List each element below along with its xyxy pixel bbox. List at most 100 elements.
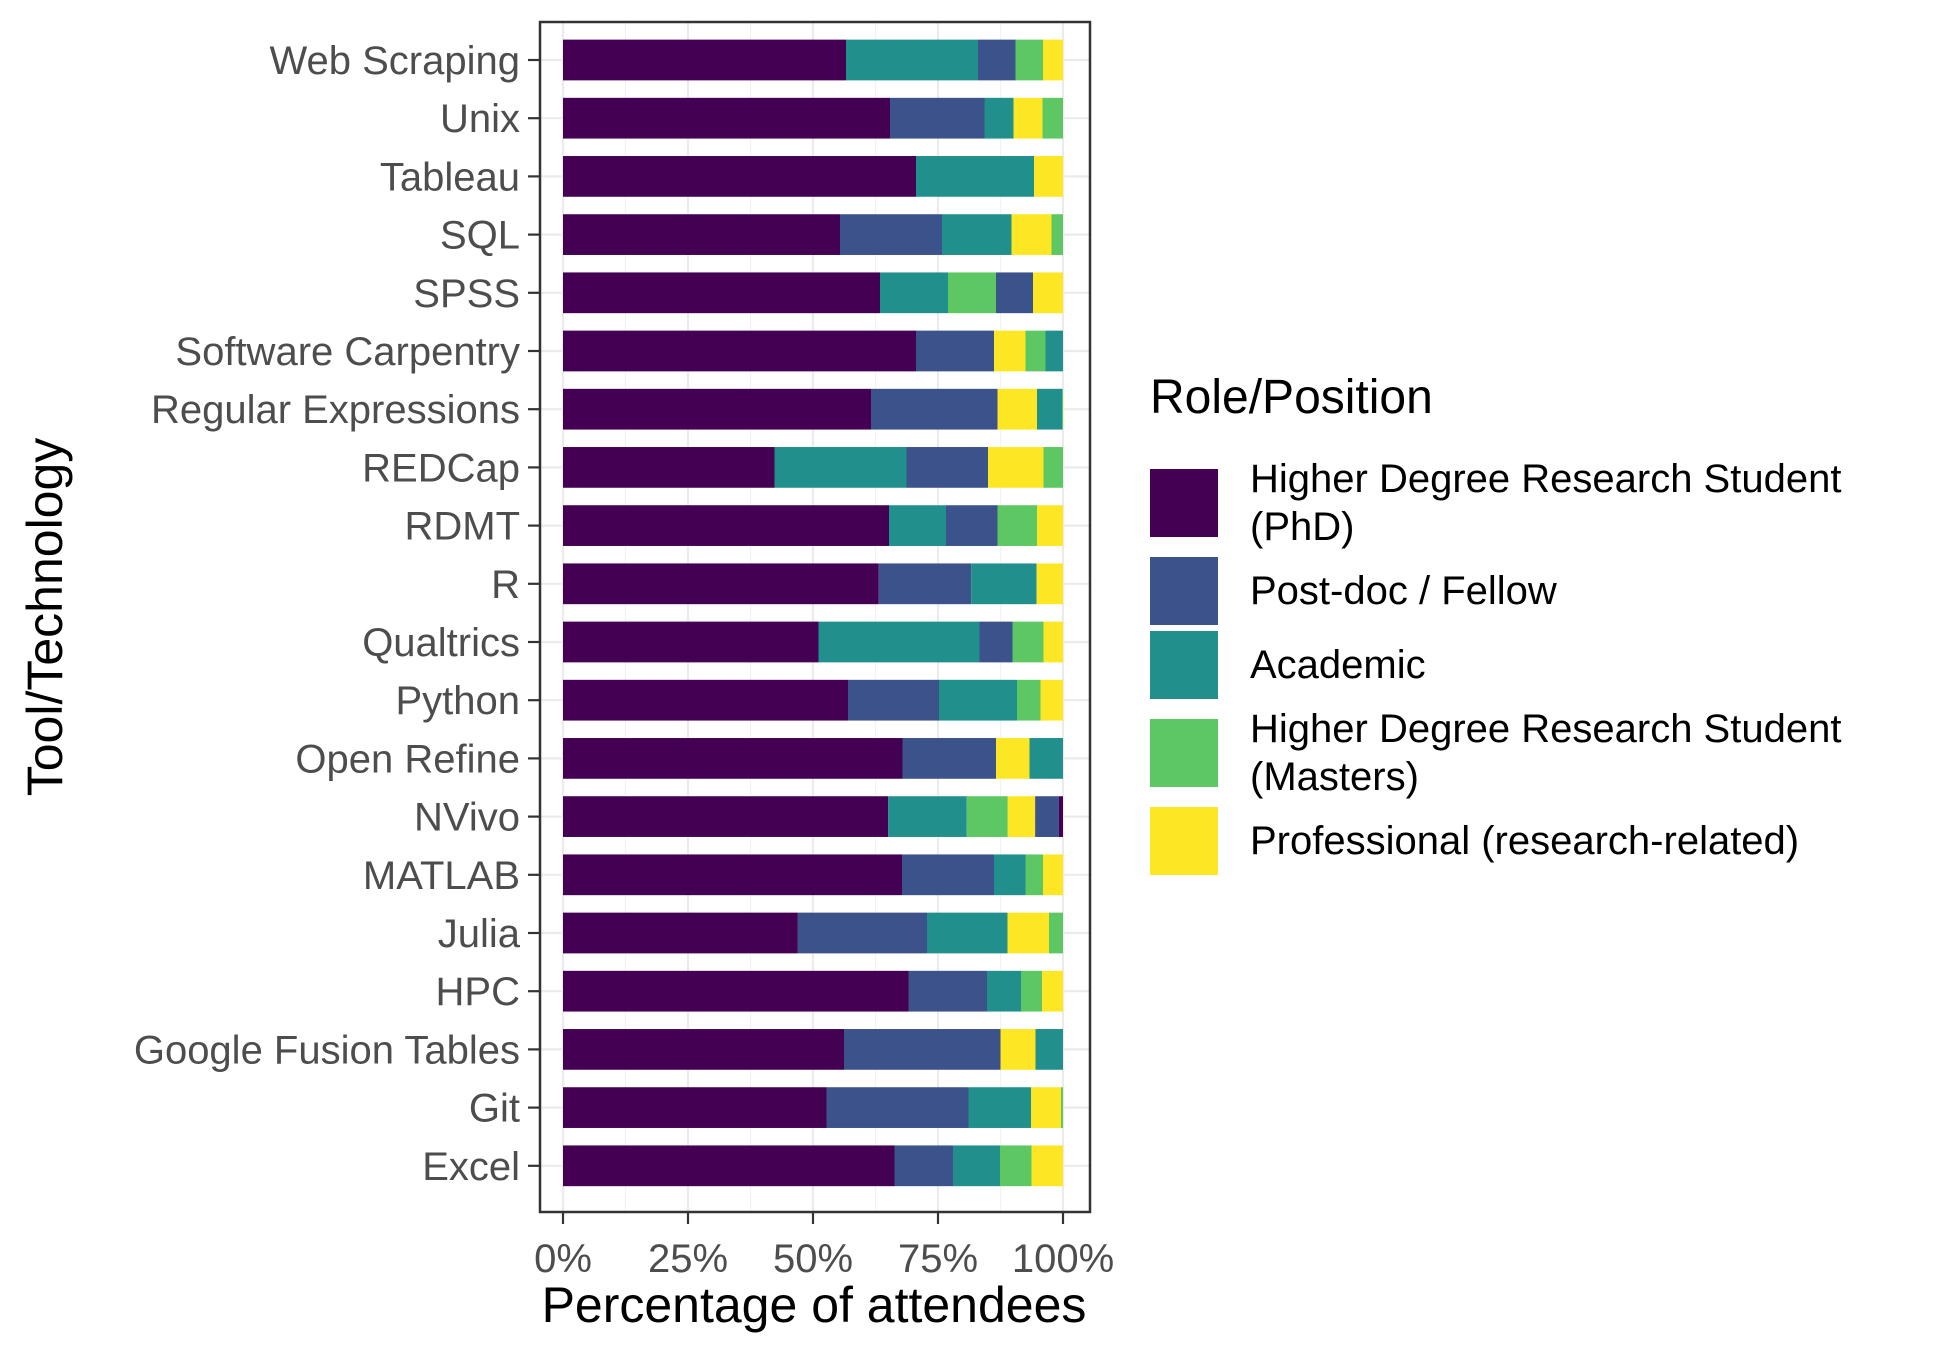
bar-segment <box>1042 970 1063 1012</box>
bar-segment <box>846 39 978 81</box>
legend-item: Post-doc / Fellow <box>1150 557 1940 625</box>
legend-item: Higher Degree Research Student (PhD) <box>1150 455 1940 551</box>
legend-items: Higher Degree Research Student (PhD) Post-… <box>1150 455 1940 875</box>
bar-segment <box>880 272 948 314</box>
bar-segment <box>1043 854 1063 896</box>
bars <box>563 39 1063 1187</box>
legend: Role/Position Higher Degree Research Stu… <box>1150 370 1940 881</box>
bar-segment <box>563 505 889 546</box>
y-tick-label: RDMT <box>404 505 520 549</box>
bar-segment <box>916 156 1034 197</box>
y-tick-label: Git <box>469 1087 520 1131</box>
bar-segment <box>1062 388 1063 430</box>
bar-segment <box>1040 679 1063 721</box>
bar-segment <box>1015 39 1043 81</box>
bar-segment <box>942 214 1012 255</box>
x-axis-title: Percentage of attendees <box>542 1277 1087 1333</box>
bar-segment <box>946 505 998 546</box>
bar-segment <box>563 39 846 81</box>
bar-segment <box>908 970 987 1012</box>
bar-segment <box>1058 796 1063 837</box>
bar-segment <box>1025 330 1046 372</box>
bar-segment <box>563 621 819 663</box>
bar-segment <box>1036 563 1063 605</box>
y-tick-label: REDCap <box>362 446 520 490</box>
bar-segment <box>563 1029 844 1070</box>
bar-segment <box>927 912 1008 954</box>
bar-segment <box>563 97 890 139</box>
y-tick-label: Excel <box>422 1145 520 1189</box>
bar-segment <box>878 563 972 605</box>
bar-segment <box>996 272 1033 314</box>
y-tick-label: NVivo <box>414 796 520 840</box>
bar-segment <box>563 912 798 954</box>
legend-label: Higher Degree Research Student (PhD) <box>1250 457 1842 549</box>
y-tick-label: R <box>491 563 520 607</box>
bar-segment <box>1037 505 1063 546</box>
bar-segment <box>563 214 840 255</box>
y-tick-label: Regular Expressions <box>151 388 520 432</box>
bar-segment <box>1012 621 1044 663</box>
bar-segment <box>840 214 942 255</box>
bar-segment <box>844 1029 1001 1070</box>
y-tick-label: Tableau <box>380 155 520 199</box>
bar-segment <box>774 447 907 488</box>
bar-segment <box>1007 796 1036 837</box>
bar-segment <box>826 1087 969 1128</box>
bar-segment <box>996 738 1030 779</box>
bar-segment <box>978 39 1016 81</box>
bar-segment <box>1035 1029 1063 1070</box>
bar-segment <box>1049 912 1063 954</box>
y-tick-label: Unix <box>440 97 520 141</box>
bar-segment <box>1000 1145 1032 1187</box>
bar-segment <box>889 505 946 546</box>
y-tick-label: Python <box>395 679 520 723</box>
y-tick-label: Qualtrics <box>362 621 520 665</box>
bar-segment <box>563 796 889 837</box>
y-axis: Web Scraping Unix Tableau SQL SPSS Software C… <box>134 39 540 1189</box>
y-tick-label: Open Refine <box>295 737 520 781</box>
legend-label: Professional (research-related) <box>1250 819 1800 863</box>
legend-swatch <box>1150 557 1218 625</box>
plot-panel-border <box>538 20 1092 1214</box>
bar-segment <box>563 1145 895 1187</box>
bar-segment <box>994 854 1026 896</box>
bar-segment <box>1000 1029 1036 1070</box>
legend-title: Role/Position <box>1150 371 1433 424</box>
bar-segment <box>848 679 939 721</box>
legend-item: Higher Degree Research Student (Masters) <box>1150 705 1940 801</box>
x-tick-label: 100% <box>1012 1237 1114 1281</box>
bar-segment <box>1037 388 1062 430</box>
bar-segment <box>1043 447 1063 488</box>
y-tick-label: Web Scraping <box>269 39 520 83</box>
bar-segment <box>1031 1087 1061 1128</box>
x-tick-label: 75% <box>898 1237 978 1281</box>
y-tick-label: SQL <box>440 214 520 258</box>
bar-segment <box>1025 854 1043 896</box>
y-axis-title: Tool/Technology <box>17 438 73 797</box>
bar-segment <box>902 738 996 779</box>
bar-segment <box>563 679 848 721</box>
bar-segment <box>1045 330 1063 372</box>
bar-segment <box>939 679 1017 721</box>
x-tick-label: 50% <box>773 1237 853 1281</box>
bar-segment <box>1013 97 1043 139</box>
bar-segment <box>1051 214 1063 255</box>
bar-segment <box>994 330 1026 372</box>
y-tick-label: SPSS <box>413 272 520 316</box>
legend-swatch <box>1150 469 1218 537</box>
bar-segment <box>1017 679 1041 721</box>
bar-segment <box>902 854 994 896</box>
bar-segment <box>1043 621 1063 663</box>
bar-segment <box>888 796 967 837</box>
bar-segment <box>1061 1087 1063 1128</box>
x-tick-label: 0% <box>534 1237 592 1281</box>
bar-segment <box>916 330 994 372</box>
bar-segment <box>1043 39 1063 81</box>
bar-segment <box>563 272 880 314</box>
legend-label: Post-doc / Fellow <box>1250 569 1557 613</box>
bar-segment <box>948 272 996 314</box>
bar-segment <box>997 388 1037 430</box>
bar-segment <box>563 330 916 372</box>
bar-segment <box>563 388 871 430</box>
